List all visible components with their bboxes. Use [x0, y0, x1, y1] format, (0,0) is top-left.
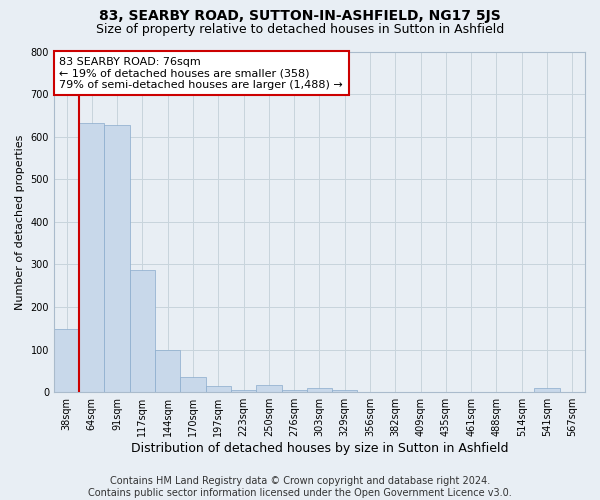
Bar: [206, 386, 231, 392]
X-axis label: Distribution of detached houses by size in Sutton in Ashfield: Distribution of detached houses by size …: [131, 442, 508, 455]
Text: 83, SEARBY ROAD, SUTTON-IN-ASHFIELD, NG17 5JS: 83, SEARBY ROAD, SUTTON-IN-ASHFIELD, NG1…: [99, 9, 501, 23]
Bar: [281, 390, 307, 392]
Text: Size of property relative to detached houses in Sutton in Ashfield: Size of property relative to detached ho…: [96, 22, 504, 36]
Bar: [155, 350, 181, 392]
Bar: [104, 125, 130, 392]
Bar: [79, 123, 104, 392]
Bar: [332, 390, 358, 392]
Bar: [535, 388, 560, 392]
Bar: [307, 388, 332, 392]
Text: Contains HM Land Registry data © Crown copyright and database right 2024.
Contai: Contains HM Land Registry data © Crown c…: [88, 476, 512, 498]
Bar: [181, 378, 206, 392]
Bar: [231, 390, 256, 392]
Bar: [130, 270, 155, 392]
Y-axis label: Number of detached properties: Number of detached properties: [15, 134, 25, 310]
Bar: [54, 329, 79, 392]
Bar: [256, 385, 281, 392]
Text: 83 SEARBY ROAD: 76sqm
← 19% of detached houses are smaller (358)
79% of semi-det: 83 SEARBY ROAD: 76sqm ← 19% of detached …: [59, 56, 343, 90]
